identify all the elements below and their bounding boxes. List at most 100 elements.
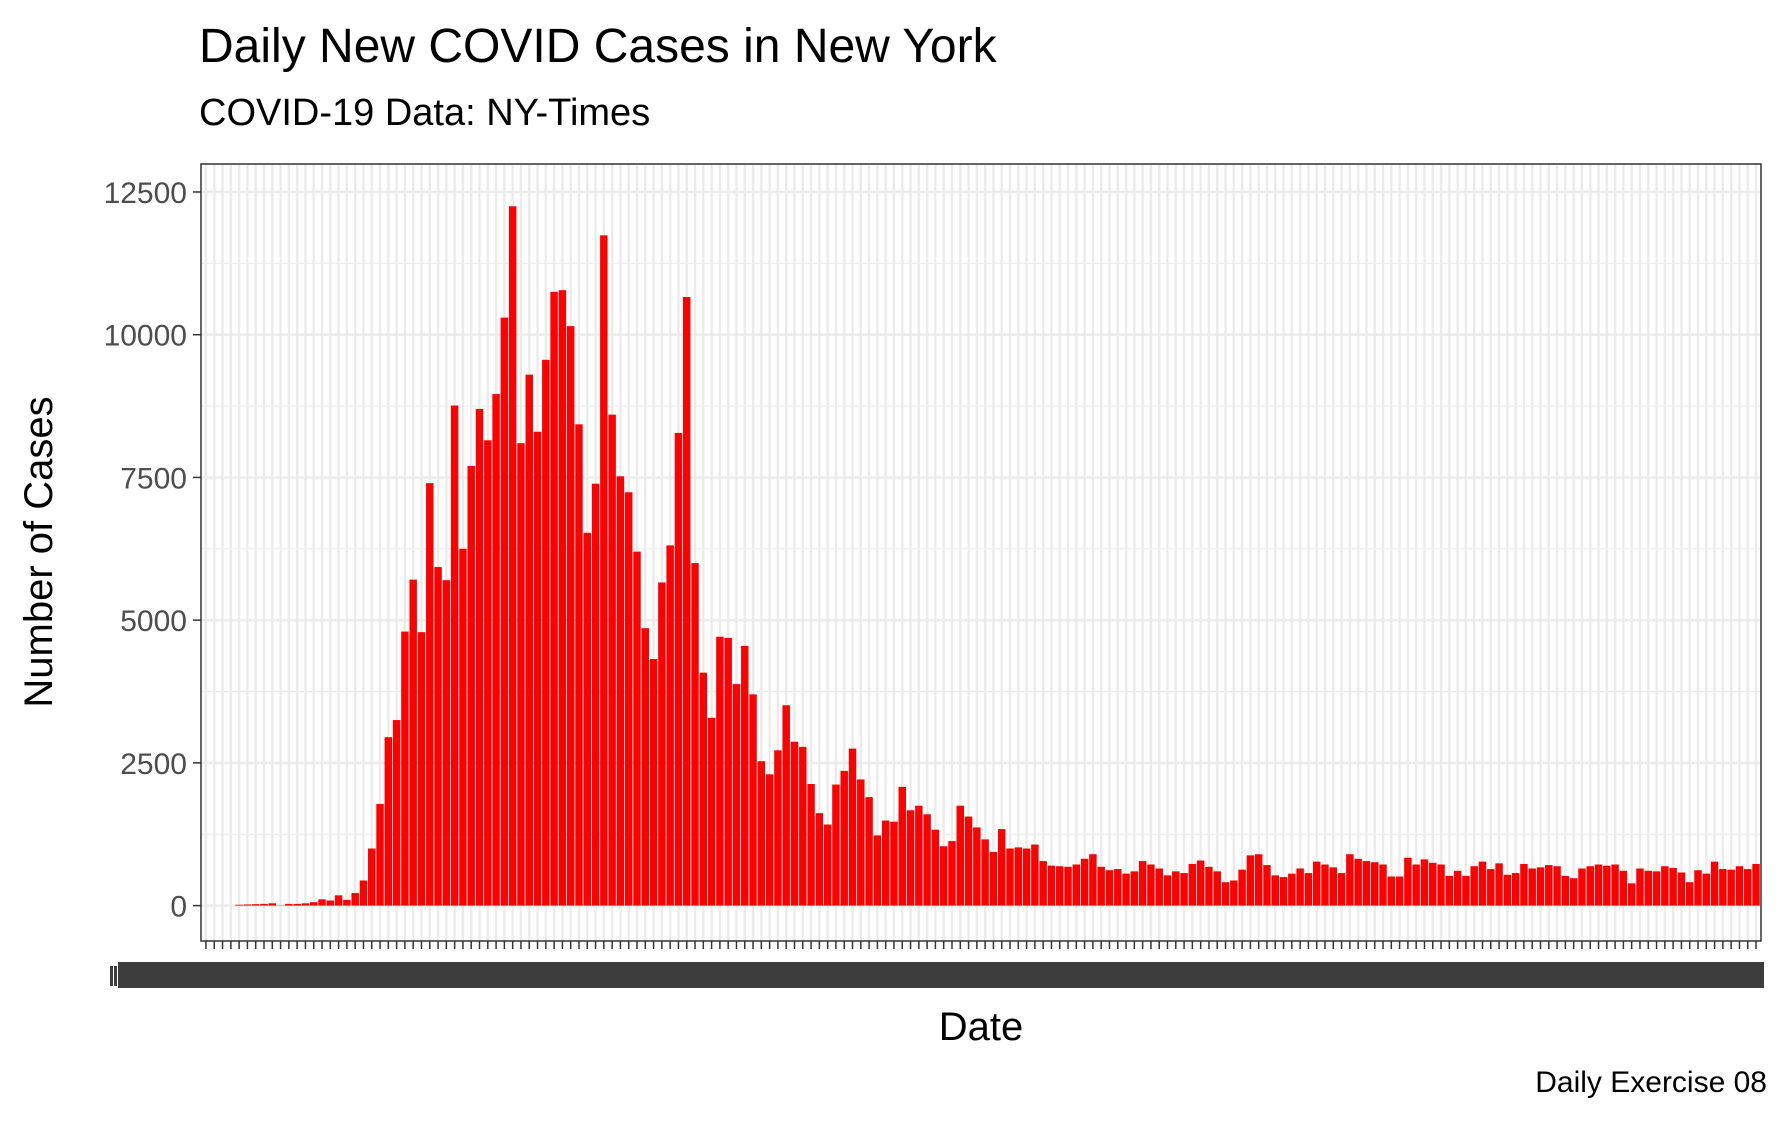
bar [1445, 875, 1454, 906]
bar [906, 810, 915, 906]
bar [1470, 866, 1478, 906]
bar [1163, 875, 1172, 906]
bar [956, 805, 965, 906]
bar [558, 290, 567, 906]
y-tick-label: 5000 [120, 605, 187, 638]
bar [1735, 866, 1744, 906]
y-tick-label: 2500 [120, 748, 187, 781]
bar [732, 684, 741, 906]
bar [1478, 861, 1487, 906]
y-tick-label: 0 [170, 891, 187, 924]
bar [1056, 866, 1064, 906]
x-axis-title: Date [939, 1005, 1024, 1049]
bar [318, 899, 326, 906]
bar [1337, 873, 1346, 906]
bar [1346, 854, 1354, 906]
bar [1694, 870, 1702, 906]
bar [500, 317, 509, 906]
bar [1528, 868, 1536, 906]
bar [401, 631, 409, 906]
x-tick-label-fragment [114, 966, 117, 986]
bar [799, 746, 807, 906]
bar [1603, 865, 1611, 906]
bar [1553, 866, 1561, 906]
bar [1130, 871, 1139, 906]
bar [1379, 864, 1387, 906]
bar [1744, 869, 1752, 906]
bar [243, 904, 252, 906]
bar [268, 903, 277, 906]
plot-panel-border [200, 163, 1762, 942]
bar [1627, 883, 1636, 906]
bar [749, 694, 757, 906]
grid-lines [201, 164, 1761, 941]
bar [1487, 869, 1495, 906]
bar [674, 432, 683, 906]
bar-series [235, 206, 1760, 906]
bar [1296, 868, 1304, 906]
bar [293, 903, 301, 906]
bar [1105, 870, 1114, 906]
bar [1312, 861, 1321, 906]
bar [815, 813, 824, 906]
bar [716, 636, 724, 906]
axes: 0 2500 5000 7500 10000 12500 [104, 177, 1764, 988]
bar [260, 903, 268, 906]
bar [359, 880, 368, 906]
bar [1039, 861, 1047, 906]
chart-subtitle: COVID-19 Data: NY-Times [199, 92, 651, 134]
bar [666, 545, 674, 906]
bar [1511, 873, 1520, 906]
bar [376, 803, 384, 906]
bar [832, 784, 840, 906]
bar [1578, 868, 1586, 906]
bar [600, 235, 608, 906]
bar [484, 440, 492, 906]
x-tick-label-fragment [118, 966, 121, 986]
bar [683, 297, 691, 906]
bar [1453, 870, 1462, 906]
bar [807, 784, 815, 906]
chart-caption: Daily Exercise 08 [1535, 1066, 1767, 1099]
bar [1536, 867, 1545, 906]
bar [1462, 875, 1470, 906]
bar [235, 904, 243, 906]
bar [1586, 866, 1594, 906]
bar [1155, 868, 1163, 906]
bar [774, 750, 782, 906]
bar [641, 628, 650, 906]
bar [1188, 863, 1197, 906]
bar [525, 374, 533, 906]
bar [542, 359, 550, 906]
bar [1304, 873, 1313, 906]
bar [591, 483, 600, 906]
bar [368, 848, 376, 906]
bar [310, 902, 318, 906]
bar [1288, 873, 1296, 906]
y-tick-label: 12500 [104, 177, 187, 210]
bar [285, 903, 293, 906]
bar [757, 761, 766, 906]
bar [1230, 880, 1238, 906]
bar [790, 741, 799, 906]
bar [782, 705, 790, 906]
bar [1495, 863, 1503, 906]
bar [475, 408, 484, 906]
bar [434, 567, 442, 906]
bar [1031, 844, 1039, 906]
bar [1727, 869, 1735, 906]
x-tick-label-fragment [122, 966, 125, 986]
bar [1246, 855, 1255, 906]
bar [633, 551, 641, 906]
bar [426, 483, 434, 906]
bar [417, 632, 426, 906]
bar [931, 829, 940, 906]
bar [1702, 873, 1711, 906]
bar [989, 851, 998, 906]
bar [1263, 865, 1271, 906]
bar [1354, 858, 1362, 906]
bar [840, 770, 848, 906]
bar [1114, 869, 1122, 906]
bar [1089, 854, 1097, 906]
bar [1652, 871, 1661, 906]
